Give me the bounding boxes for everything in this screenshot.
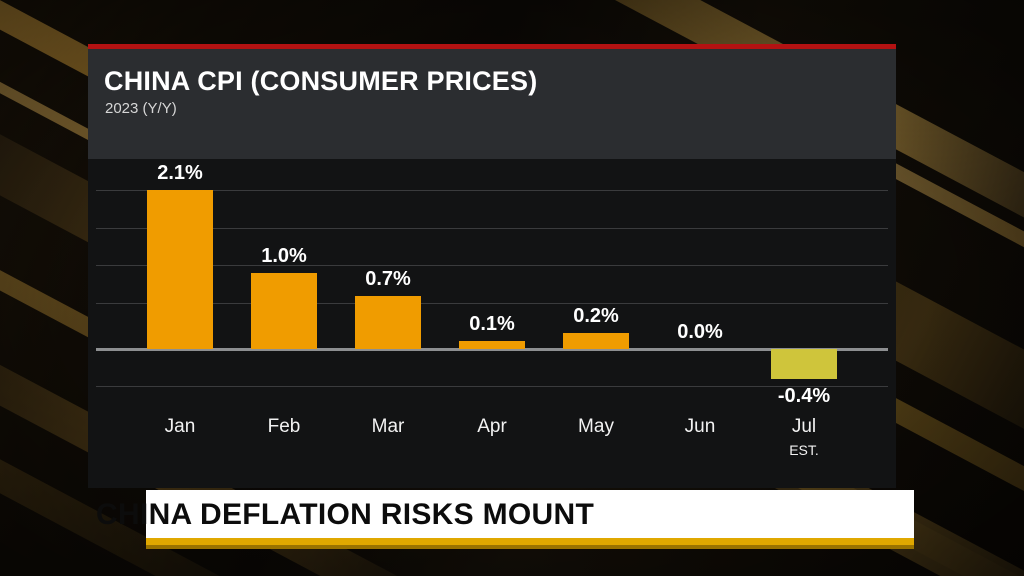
chart-subtitle: 2023 (Y/Y) [105, 100, 177, 117]
page-title: CHINA CPI (CONSUMER PRICES) [104, 66, 538, 96]
bar-jan [147, 189, 213, 349]
bar-value-label-mar: 0.7% [365, 267, 411, 290]
x-axis-label-jan: Jan [164, 416, 196, 437]
zero-axis-line [96, 347, 888, 351]
x-axis-label-jun: Jun [684, 416, 716, 437]
bar-value-label-may: 0.2% [573, 305, 619, 328]
card-accent-bar [88, 44, 896, 49]
x-axis-label-apr: Apr [477, 416, 507, 437]
chart-card: CHINA CPI (CONSUMER PRICES) 2023 (Y/Y) 2… [88, 44, 896, 488]
bar-feb [251, 272, 317, 349]
bar-value-label-jan: 2.1% [157, 161, 203, 184]
chart-plot-area: 2.1% Jan 1.0% Feb 0.7% Mar 0.1% Apr 0.2% May 0.0% J… [88, 159, 896, 488]
bar-may [563, 333, 629, 349]
lower-third-accent-shadow [146, 545, 914, 549]
bar-jul [771, 348, 837, 379]
bar-value-label-apr: 0.1% [469, 313, 515, 336]
card-header: CHINA CPI (CONSUMER PRICES) 2023 (Y/Y) [88, 49, 896, 159]
lower-third-accent [146, 538, 914, 545]
x-axis-label-feb: Feb [267, 416, 301, 437]
bar-apr [459, 341, 525, 349]
gridline [96, 227, 888, 229]
lower-third-headline: CHINA DEFLATION RISKS MOUNT [96, 498, 595, 531]
bar-value-label-jun: 0.0% [677, 320, 723, 343]
lower-third-banner [146, 490, 914, 538]
bar-value-label-jul: -0.4% [777, 384, 831, 407]
bar-mar [355, 295, 421, 349]
gridline [96, 189, 888, 191]
x-axis-note-jul: EST. [789, 442, 819, 458]
x-axis-label-jul: Jul [791, 416, 817, 437]
x-axis-label-may: May [578, 416, 614, 437]
bar-value-label-feb: 1.0% [261, 244, 307, 267]
x-axis-label-mar: Mar [371, 416, 405, 437]
gridline [96, 303, 888, 305]
gridline [96, 386, 888, 388]
gridline [96, 265, 888, 267]
